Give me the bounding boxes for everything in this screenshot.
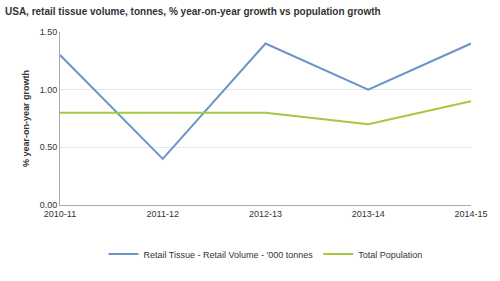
svg-text:Total Population: Total Population — [358, 250, 422, 260]
svg-text:2012-13: 2012-13 — [249, 209, 282, 219]
svg-text:1.50: 1.50 — [40, 27, 58, 37]
svg-text:2011-12: 2011-12 — [147, 209, 179, 219]
svg-text:2013-14: 2013-14 — [352, 209, 385, 219]
svg-text:% year-on-year growth: % year-on-year growth — [21, 70, 31, 167]
svg-text:USA, retail tissue volume, ton: USA, retail tissue volume, tonnes, % yea… — [5, 6, 381, 17]
svg-text:0.00: 0.00 — [40, 200, 58, 210]
svg-text:2014-15: 2014-15 — [454, 209, 487, 219]
svg-text:Retail Tissue - Retail Volume: Retail Tissue - Retail Volume - '000 ton… — [144, 250, 314, 260]
svg-text:1.00: 1.00 — [40, 85, 58, 95]
svg-text:2010-11: 2010-11 — [44, 209, 76, 219]
svg-text:0.50: 0.50 — [40, 142, 58, 152]
